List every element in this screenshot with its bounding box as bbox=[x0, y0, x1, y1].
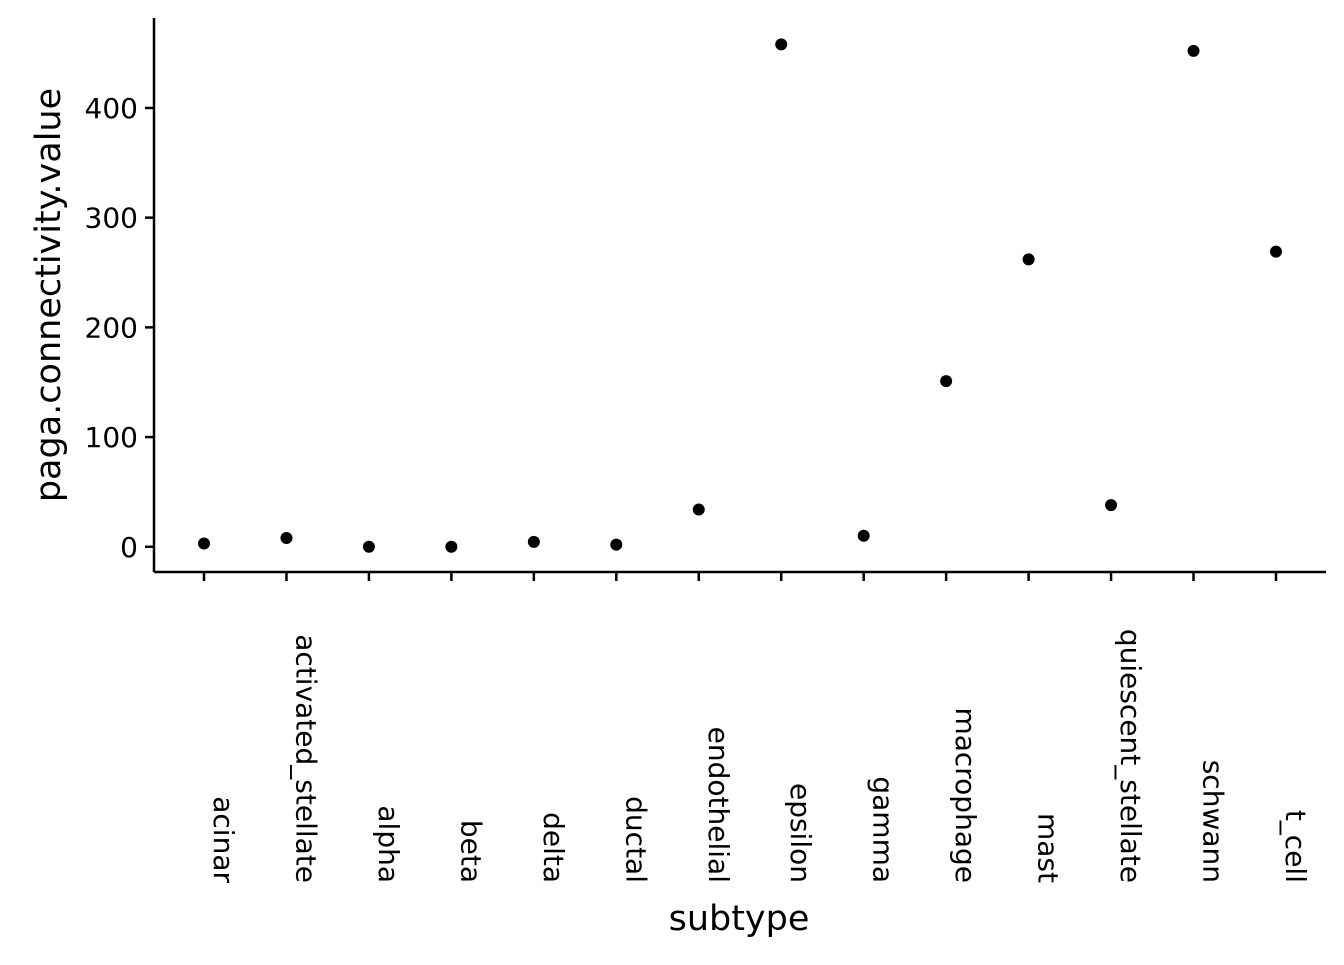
x-tick-label-acinar: acinar bbox=[207, 796, 240, 883]
y-tick-label-400: 400 bbox=[85, 92, 138, 125]
data-point-activated_stellate bbox=[280, 531, 293, 544]
data-point-alpha bbox=[362, 540, 375, 553]
data-point-gamma bbox=[857, 529, 870, 542]
x-tick-label-quiescent_stellate: quiescent_stellate bbox=[1114, 629, 1147, 883]
data-point-acinar bbox=[198, 537, 210, 550]
data-point-macrophage bbox=[940, 375, 953, 388]
data-point-mast bbox=[1022, 253, 1035, 266]
x-tick-label-mast: mast bbox=[1032, 813, 1065, 883]
y-axis-title: paga.connectivity.value bbox=[29, 88, 69, 502]
y-tick-label-100: 100 bbox=[85, 421, 138, 454]
x-tick-label-schwann: schwann bbox=[1197, 760, 1230, 883]
x-tick-label-beta: beta bbox=[454, 820, 487, 883]
data-point-quiescent_stellate bbox=[1105, 499, 1118, 512]
x-tick-label-t_cell: t_cell bbox=[1279, 810, 1312, 883]
data-point-epsilon bbox=[775, 38, 788, 51]
y-axis: 0 100 200 300 400 bbox=[85, 18, 156, 572]
x-tick-label-gamma: gamma bbox=[867, 776, 900, 883]
x-tick-label-activated_stellate: activated_stellate bbox=[289, 634, 322, 883]
data-point-endothelial bbox=[692, 503, 705, 516]
x-tick-label-delta: delta bbox=[537, 812, 570, 883]
x-tick-label-endothelial: endothelial bbox=[702, 727, 735, 883]
x-tick-label-epsilon: epsilon bbox=[784, 783, 817, 883]
x-tick-label-macrophage: macrophage bbox=[949, 707, 982, 883]
y-tick-label-300: 300 bbox=[85, 202, 138, 235]
data-point-delta bbox=[527, 535, 540, 548]
x-tick-label-ductal: ductal bbox=[619, 796, 652, 883]
x-tick-label-alpha: alpha bbox=[372, 805, 405, 883]
points-layer bbox=[198, 38, 1282, 553]
data-point-schwann bbox=[1187, 44, 1200, 57]
data-point-beta bbox=[445, 540, 458, 553]
y-tick-label-200: 200 bbox=[85, 311, 138, 344]
x-axis-title: subtype bbox=[669, 899, 810, 939]
data-point-ductal bbox=[610, 538, 623, 551]
data-point-t_cell bbox=[1269, 245, 1282, 258]
y-tick-label-0: 0 bbox=[120, 531, 138, 564]
